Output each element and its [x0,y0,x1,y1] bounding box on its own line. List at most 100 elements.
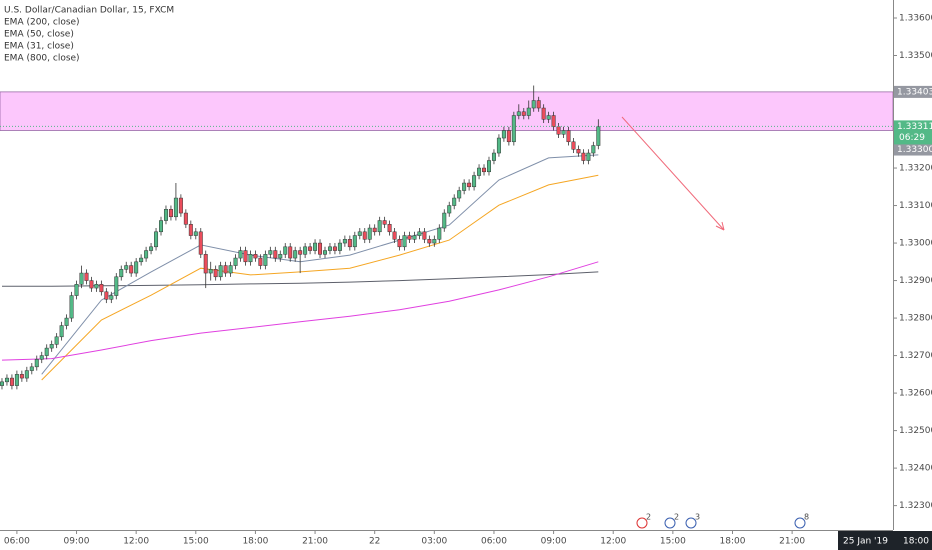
candle-body [253,254,258,259]
candle-body [44,347,49,356]
candle-body [372,227,377,233]
candle-body [377,220,382,233]
candle-body [457,190,462,199]
candle-body [318,242,323,255]
candle-body [278,254,283,259]
candle-body [447,205,452,214]
candle-body [541,107,546,120]
candle-body [462,182,467,191]
candle-body [198,231,203,255]
event-flag-ca [636,517,648,529]
candle-body [203,254,208,274]
y-tick-label: 1.32300 [899,501,932,511]
candle-body [19,374,24,379]
y-tick-label: 1.33500 [899,51,932,61]
candle-body [561,130,566,135]
candle-body [34,359,39,368]
event-count: 2 [646,513,651,522]
event-count: 2 [674,513,679,522]
x-tick-label: 15:00 [660,537,686,547]
x-tick-label: 09:00 [64,537,90,547]
candle-body [313,242,318,251]
candle-body [516,111,521,116]
candle-body [263,254,268,266]
candle-body [412,235,417,240]
candle-body [586,152,591,161]
crosshair-time: 18:00 [903,537,929,547]
candle-body [248,254,253,263]
ema-line [1,261,599,361]
candle-body [566,130,571,143]
candle-body [154,231,159,248]
candle-body [193,231,198,236]
candle-body [238,250,243,259]
candle-body [159,220,163,233]
candle-body [501,130,506,139]
candle-body [298,250,303,255]
candle-body [293,250,298,259]
candle-body [119,269,124,278]
candle-body [134,261,139,274]
candle-body [491,152,496,161]
events: 2 2 3 8 [636,513,809,529]
candle-body [422,231,427,240]
candle-body [74,284,79,296]
x-tick-label: 09:00 [541,537,567,547]
resistance-zone [0,91,894,131]
candle-body [526,107,531,116]
candle-body [79,272,84,285]
candle-body [149,246,154,251]
candle-body [571,141,576,150]
x-tick-label: 18:00 [242,537,268,547]
candle-body [173,197,178,218]
candle-body [303,246,308,255]
arrow-head [715,221,725,231]
candle-body [49,344,54,349]
candle-body [29,366,34,371]
candle-body [89,280,94,289]
candle-body [4,377,9,383]
x-tick-label: 03:00 [421,537,447,547]
candle-body [114,276,119,296]
y-tick-label: 1.33100 [899,201,932,211]
candle-body [407,235,412,240]
countdown-label: 06:29 [899,133,925,143]
x-tick-label: 18:00 [720,537,746,547]
candle-body [591,145,596,154]
candle-body [352,235,357,248]
candle-body [337,242,342,251]
candle-body [94,284,99,289]
candle-body [218,265,223,278]
candle-body [283,246,288,255]
plot-area [0,85,894,390]
candle-body [342,239,347,244]
zone-bottom-label: 1.33300 [897,145,932,155]
candle-body [392,231,397,240]
candle-body [506,130,511,143]
candle-body [213,269,218,278]
x-tick-label: 21:00 [779,537,805,547]
y-tick-label: 1.32600 [899,389,932,399]
candle-body [54,336,59,345]
candle-body [347,239,352,248]
legend-entry: EMA (31, close) [4,42,74,52]
event-flag-us [794,517,806,529]
candle-body [442,212,447,229]
forecast-arrow [621,116,725,231]
ema-line [41,174,599,381]
candle-body [596,126,601,146]
event-count: 3 [695,513,700,522]
candle-body [39,355,44,360]
candle-body [581,152,586,161]
legend-entry: EMA (800, close) [4,54,80,64]
candle-body [144,250,149,259]
crosshair-date: 25 Jan '19 [843,537,888,547]
candle-body [576,149,581,154]
candle-body [397,239,402,248]
candle-body [104,291,109,300]
current-price-label: 1.33311 [897,122,932,132]
candle-body [308,246,313,251]
y-tick-label: 1.32800 [899,314,932,324]
candle-body [258,257,263,266]
